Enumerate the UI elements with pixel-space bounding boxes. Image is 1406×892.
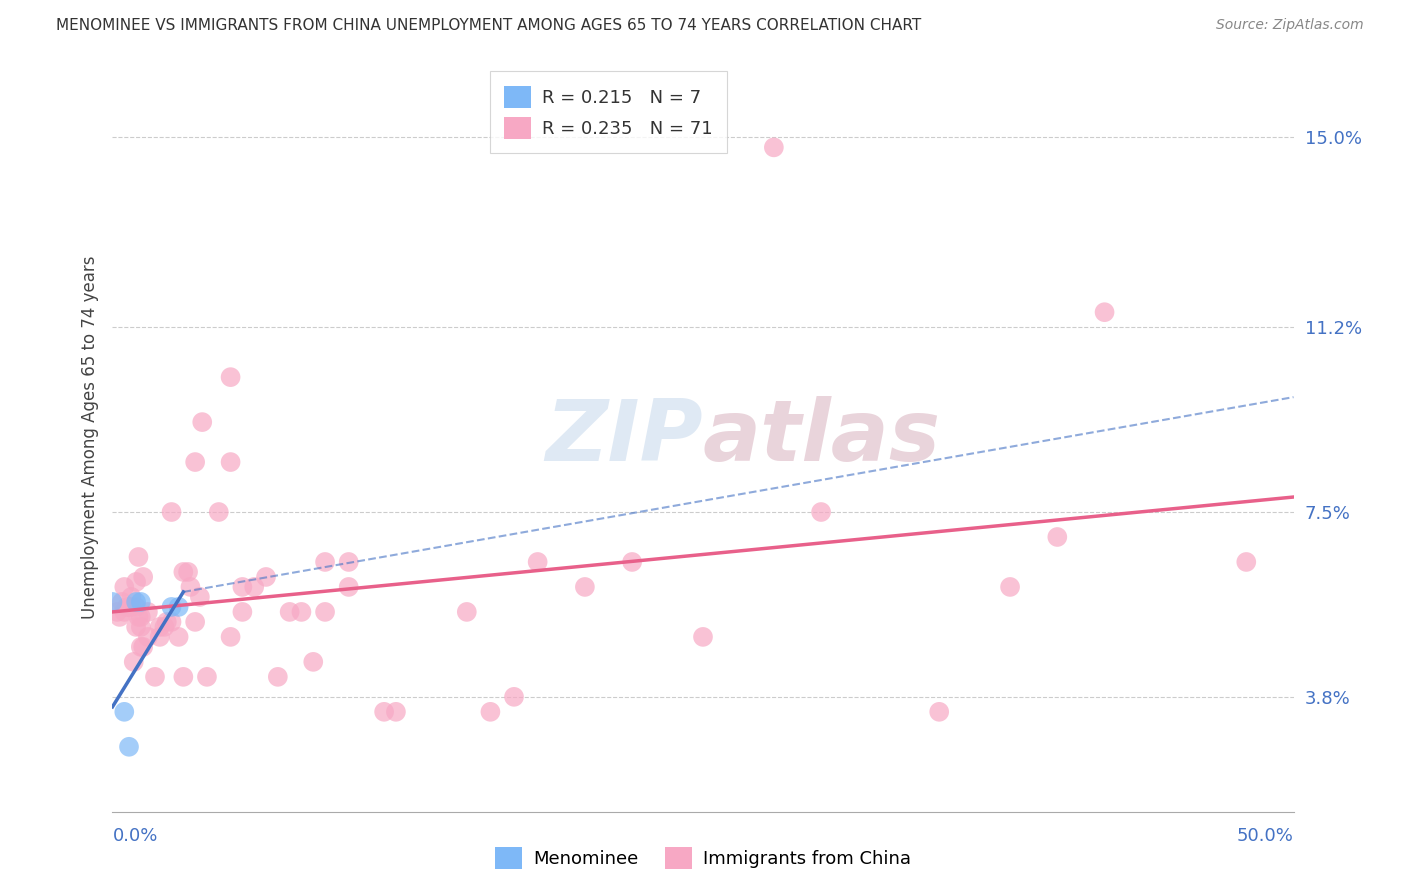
Point	[385, 705, 408, 719]
Point	[574, 580, 596, 594]
Point	[149, 630, 172, 644]
Point	[191, 415, 214, 429]
Point	[337, 580, 360, 594]
Point	[132, 640, 155, 654]
Point	[219, 455, 242, 469]
Point	[160, 615, 183, 629]
Point	[132, 570, 155, 584]
Point	[112, 605, 135, 619]
Point	[122, 655, 145, 669]
Point	[143, 670, 166, 684]
Point	[136, 630, 159, 644]
Point	[111, 595, 134, 609]
Text: atlas: atlas	[703, 395, 941, 479]
Point	[129, 640, 152, 654]
Point	[153, 620, 176, 634]
Point	[108, 610, 131, 624]
Point	[1094, 305, 1116, 319]
Point	[112, 705, 135, 719]
Point	[231, 605, 253, 619]
Point	[1234, 555, 1257, 569]
Point	[125, 620, 148, 634]
Point	[621, 555, 644, 569]
Text: 0.0%: 0.0%	[112, 827, 157, 845]
Point	[243, 580, 266, 594]
Point	[526, 555, 548, 569]
Point	[208, 505, 231, 519]
Point	[160, 505, 183, 519]
Point	[219, 630, 242, 644]
Point	[179, 580, 201, 594]
Point	[172, 670, 194, 684]
Point	[136, 605, 159, 619]
Point	[998, 580, 1021, 594]
Point	[456, 605, 478, 619]
Point	[314, 555, 336, 569]
Point	[254, 570, 277, 584]
Point	[177, 565, 200, 579]
Point	[928, 705, 950, 719]
Point	[156, 615, 179, 629]
Point	[188, 590, 211, 604]
Point	[302, 655, 325, 669]
Point	[129, 620, 152, 634]
Point	[290, 605, 312, 619]
Point	[810, 505, 832, 519]
Point	[692, 630, 714, 644]
Point	[1046, 530, 1069, 544]
Point	[129, 595, 152, 609]
Point	[231, 580, 253, 594]
Point	[184, 455, 207, 469]
Point	[503, 690, 526, 704]
Point	[127, 549, 149, 564]
Point	[160, 599, 183, 614]
Point	[125, 595, 148, 609]
Point	[337, 555, 360, 569]
Text: Source: ZipAtlas.com: Source: ZipAtlas.com	[1216, 18, 1364, 32]
Point	[267, 670, 290, 684]
Point	[167, 630, 190, 644]
Point	[479, 705, 502, 719]
Point	[118, 739, 141, 754]
Point	[129, 610, 152, 624]
Point	[115, 599, 138, 614]
Point	[125, 574, 148, 589]
Text: ZIP: ZIP	[546, 395, 703, 479]
Point	[195, 670, 218, 684]
Point	[118, 599, 141, 614]
Point	[101, 595, 124, 609]
Text: MENOMINEE VS IMMIGRANTS FROM CHINA UNEMPLOYMENT AMONG AGES 65 TO 74 YEARS CORREL: MENOMINEE VS IMMIGRANTS FROM CHINA UNEMP…	[56, 18, 921, 33]
Point	[105, 605, 128, 619]
Legend: Menominee, Immigrants from China: Menominee, Immigrants from China	[486, 838, 920, 879]
Point	[172, 565, 194, 579]
Point	[120, 590, 142, 604]
Point	[149, 620, 172, 634]
Point	[112, 580, 135, 594]
Point	[762, 140, 785, 154]
Point	[125, 599, 148, 614]
Point	[219, 370, 242, 384]
Point	[120, 599, 142, 614]
Point	[167, 599, 190, 614]
Point	[184, 615, 207, 629]
Point	[373, 705, 395, 719]
Point	[278, 605, 301, 619]
Point	[314, 605, 336, 619]
Text: 50.0%: 50.0%	[1237, 827, 1294, 845]
Point	[127, 610, 149, 624]
Y-axis label: Unemployment Among Ages 65 to 74 years: Unemployment Among Ages 65 to 74 years	[80, 255, 98, 619]
Legend: R = 0.215   N = 7, R = 0.235   N = 71: R = 0.215 N = 7, R = 0.235 N = 71	[489, 71, 727, 153]
